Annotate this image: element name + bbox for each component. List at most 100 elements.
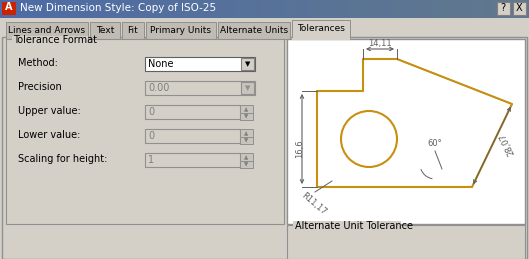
Bar (124, 0, 125, 18)
Bar (149, 0, 150, 18)
Bar (166, 0, 167, 18)
Bar (317, 0, 318, 18)
Bar (139, 0, 140, 18)
Bar (233, 0, 234, 18)
Bar (174, 0, 175, 18)
Bar (242, 0, 243, 18)
Bar (277, 0, 278, 18)
Bar (394, 0, 395, 18)
Bar (279, 0, 280, 18)
Bar (489, 0, 490, 18)
Bar (378, 0, 379, 18)
Bar (241, 0, 242, 18)
Bar (153, 0, 154, 18)
Bar (437, 0, 438, 18)
Bar (280, 0, 281, 18)
Bar (428, 0, 429, 18)
Bar (240, 161, 253, 168)
Bar (238, 0, 239, 18)
Bar (7, 0, 8, 18)
Bar (163, 0, 164, 18)
Bar (436, 0, 437, 18)
Bar (113, 0, 114, 18)
Bar (460, 0, 461, 18)
Bar (105, 0, 106, 18)
Bar (285, 0, 286, 18)
Bar (524, 0, 525, 18)
Bar (35, 0, 36, 18)
Bar (138, 0, 139, 18)
Bar (12, 0, 13, 18)
Bar (22, 0, 23, 18)
Bar (429, 0, 430, 18)
Bar (252, 0, 253, 18)
Text: Precision: Precision (18, 82, 62, 92)
Bar (325, 0, 326, 18)
Bar (205, 0, 206, 18)
Bar (401, 0, 402, 18)
Bar (167, 0, 168, 18)
Bar (63, 0, 64, 18)
Bar (472, 0, 473, 18)
Bar (61, 0, 62, 18)
Bar (229, 0, 230, 18)
Bar (11, 0, 12, 18)
Bar (41, 0, 42, 18)
Bar (292, 20, 350, 39)
Bar (370, 0, 371, 18)
Bar (350, 0, 351, 18)
Bar (416, 0, 417, 18)
Bar (103, 0, 104, 18)
Bar (227, 0, 228, 18)
Bar (262, 0, 263, 18)
Bar (449, 0, 450, 18)
Bar (247, 0, 248, 18)
Bar (388, 0, 389, 18)
Bar (361, 0, 362, 18)
Bar (369, 0, 370, 18)
Bar (145, 0, 146, 18)
Bar (359, 0, 360, 18)
Bar (464, 0, 465, 18)
Bar (313, 0, 314, 18)
Bar (140, 0, 141, 18)
Bar (520, 0, 521, 18)
Bar (274, 0, 275, 18)
Bar (505, 0, 506, 18)
Bar (13, 0, 14, 18)
Bar (50, 0, 51, 18)
Bar (64, 0, 65, 18)
Bar (51, 0, 52, 18)
Bar (42, 0, 43, 18)
Bar (134, 0, 135, 18)
Bar (132, 0, 133, 18)
Bar (376, 0, 377, 18)
Bar (443, 0, 444, 18)
Bar (245, 0, 246, 18)
Bar (299, 0, 300, 18)
Bar (321, 0, 322, 18)
Bar (439, 0, 440, 18)
Bar (434, 0, 435, 18)
Text: Scaling for height:: Scaling for height: (18, 154, 107, 164)
Bar (493, 0, 494, 18)
Bar (46, 0, 47, 18)
Bar (108, 0, 109, 18)
Bar (85, 0, 86, 18)
Bar (440, 0, 441, 18)
Bar (475, 0, 476, 18)
Bar (382, 0, 383, 18)
Bar (515, 0, 516, 18)
Bar (250, 0, 251, 18)
Text: 0: 0 (148, 107, 154, 117)
Bar (420, 0, 421, 18)
Bar (31, 0, 32, 18)
Text: 0: 0 (148, 131, 154, 141)
Bar (273, 0, 274, 18)
Bar (276, 0, 277, 18)
Text: Upper value:: Upper value: (18, 106, 81, 116)
Bar (454, 0, 455, 18)
Bar (513, 0, 514, 18)
Bar (189, 0, 190, 18)
Bar (157, 0, 158, 18)
